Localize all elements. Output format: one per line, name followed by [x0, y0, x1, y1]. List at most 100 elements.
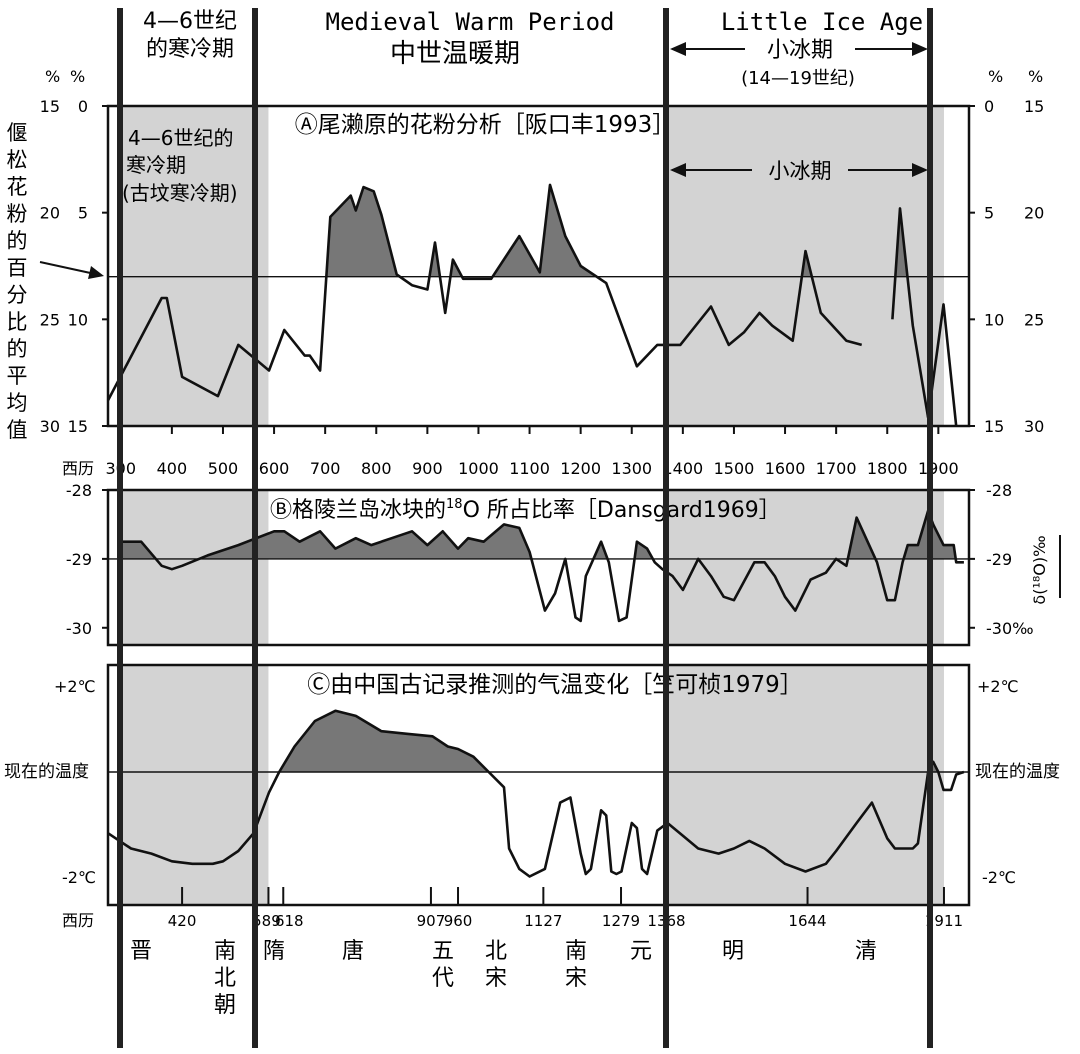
- panel-a-right-outer-unit: %: [1028, 67, 1043, 86]
- panel-b-fill-3: [634, 541, 653, 559]
- panel-b-y-ticks: -28 -28 -29 -29 -30 -30‰: [66, 481, 1034, 638]
- panel-c-x-tick-label: 907: [417, 912, 446, 930]
- panel-a-x-tick-label: 1000: [458, 459, 499, 478]
- panel-c-right-top-label: +2℃: [977, 677, 1019, 696]
- panel-a-note-arrow: [39, 261, 104, 279]
- panel-a-x-tick-label: 1500: [714, 459, 755, 478]
- panel-b-right-tick: -28: [986, 481, 1012, 500]
- panel-b-left-tick: -30: [66, 619, 92, 638]
- panel-a-left-outer-tick: 30: [40, 417, 60, 436]
- panel-a-right-inner-tick: 15: [984, 417, 1004, 436]
- panel-a-fill-s0-3: [492, 184, 597, 277]
- dynasty-label: 元: [630, 939, 652, 964]
- medieval-zh-label: 中世温暖期: [390, 39, 520, 69]
- panel-a-left-inner-tick: 10: [68, 310, 88, 329]
- panel-c-series-line: [107, 709, 965, 878]
- dynasty-label-char: 唐: [342, 939, 364, 964]
- dynasty-label: 隋: [263, 939, 285, 964]
- panel-b-fill-1: [199, 524, 532, 559]
- panel-a-series-line-2: [926, 303, 958, 427]
- dynasty-label-char: 明: [722, 939, 744, 964]
- panel-a-x-tick-label: 1800: [867, 459, 908, 478]
- dynasty-label-char: 北: [485, 939, 507, 964]
- panel-a-shade-early: [120, 106, 269, 426]
- panel-a-vertical-note-char: 分: [7, 283, 28, 307]
- dynasty-label-char: 朝: [214, 993, 236, 1018]
- panel-a-x-tick-label: 1100: [509, 459, 550, 478]
- dynasty-label-char: 宋: [485, 966, 507, 991]
- panel-c-shade-early: [120, 665, 269, 905]
- lia-range-label: (14—19世纪): [741, 68, 855, 89]
- panel-b-left-tick: -29: [66, 550, 92, 569]
- dynasty-label: 南宋: [565, 939, 587, 991]
- panel-c-left-mid-label: 现在的温度: [4, 762, 89, 782]
- panel-c-x-axis-label: 西历: [62, 911, 94, 930]
- medieval-en-label: Medieval Warm Period: [326, 8, 615, 36]
- panel-b-oxygen-chart: Ⓑ格陵兰岛冰块的18O 所占比率［Dansgard1969］ -28 -28 -29…: [66, 481, 1061, 647]
- panel-b-title-main: Ⓑ格陵兰岛冰块的: [270, 498, 446, 523]
- dynasty-label-char: 宋: [565, 966, 587, 991]
- panel-b-title-sup: 18: [446, 497, 463, 512]
- panel-a-series-line-0: [106, 183, 863, 402]
- dynasty-label-char: 南: [214, 939, 236, 964]
- panel-a-x-ticks: 3004005006007008009001000110012001300140…: [106, 426, 959, 478]
- panel-c-x-tick-label: 1127: [524, 912, 562, 930]
- panel-a-x-tick-label: 600: [259, 459, 290, 478]
- panel-a-right-inner-tick: 10: [984, 310, 1004, 329]
- panel-a-left-outer-tick: 20: [40, 204, 60, 223]
- panel-a-fill-s0-0: [326, 187, 400, 277]
- panel-b-frame: [106, 488, 971, 647]
- dynasty-label-char: 元: [630, 939, 652, 964]
- dynasty-label-char: 南: [565, 939, 587, 964]
- panel-c-right-mid-label: 现在的温度: [975, 762, 1060, 782]
- panel-a-right-inner-unit: %: [988, 67, 1003, 86]
- panel-a-x-tick-label: 1200: [560, 459, 601, 478]
- dynasty-label: 北宋: [485, 939, 507, 991]
- panel-c-shading: [120, 665, 944, 905]
- panel-a-vertical-note-char: 值: [7, 418, 28, 442]
- panel-a-x-tick-label: 1700: [816, 459, 857, 478]
- dynasty-label-char: 隋: [263, 939, 285, 964]
- panel-a-left-inner-tick: 0: [78, 97, 88, 116]
- panel-c-right-bottom-label: -2℃: [982, 868, 1016, 887]
- panel-a-left-annotation: 4—6世纪的 寒冷期 (古坟寒冷期): [122, 126, 238, 205]
- panel-b-fill-0: [120, 541, 156, 559]
- panel-c-x-tick-label: 589: [252, 912, 281, 930]
- period-boundary-bars: [117, 8, 933, 1048]
- dynasty-labels: 晋南北朝隋唐五代北宋南宋元明清: [130, 939, 877, 1018]
- panel-b-shade-lia: [666, 490, 944, 645]
- panel-a-left-inner-tick: 5: [78, 204, 88, 223]
- panel-a-left-outer-tick: 15: [40, 97, 60, 116]
- panel-a-left-annotation-line3: (古坟寒冷期): [122, 181, 238, 205]
- panel-a-left-inner-unit: %: [70, 67, 85, 86]
- panel-a-right-inner-tick: 0: [984, 97, 994, 116]
- panel-a-x-tick-label: 800: [361, 459, 392, 478]
- panel-a-x-tick-label: 1400: [662, 459, 703, 478]
- panel-a-x-tick-label: 900: [412, 459, 443, 478]
- panel-b-left-tick: -28: [66, 481, 92, 500]
- panel-a-y-ticks: 15 0 0 15 20 5 5 20 25 10 10 25 30 15 15 30: [40, 97, 1045, 436]
- panel-a-vertical-note-char: 均: [7, 391, 28, 415]
- panel-c-x-tick-label: 1279: [602, 912, 640, 930]
- panel-b-right-tick: -30‰: [986, 619, 1034, 638]
- panel-a-lia-label: 小冰期: [769, 159, 832, 183]
- dynasty-label-char: 北: [214, 966, 236, 991]
- panel-c-temperature-chart: Ⓒ由中国古记录推测的气温变化［竺可桢1979］ +2℃ 现在的温度 -2℃ +2…: [4, 663, 1060, 1018]
- panel-a-x-axis-label: 西历: [62, 459, 94, 478]
- panel-b-series-line: [120, 509, 964, 623]
- dynasty-label: 唐: [342, 939, 364, 964]
- panel-b-title: Ⓑ格陵兰岛冰块的18O 所占比率［Dansgard1969］: [270, 497, 781, 523]
- panel-a-left-annotation-line1: 4—6世纪的: [128, 126, 233, 150]
- panel-a-title: Ⓐ尾濑原的花粉分析［阪口丰1993］: [295, 112, 676, 138]
- panel-c-x-tick-label: 618: [275, 912, 304, 930]
- dynasty-label: 五代: [432, 939, 454, 991]
- panel-a-series: [106, 183, 958, 427]
- panel-c-x-tick-label: 1644: [788, 912, 826, 930]
- panel-b-right-tick: -29: [986, 550, 1012, 569]
- panel-a-vertical-note-char: 花: [7, 175, 28, 199]
- dynasty-label: 晋: [130, 939, 152, 964]
- panel-a-x-tick-label: 1900: [918, 459, 959, 478]
- left-period-label-line2: 的寒冷期: [146, 37, 234, 62]
